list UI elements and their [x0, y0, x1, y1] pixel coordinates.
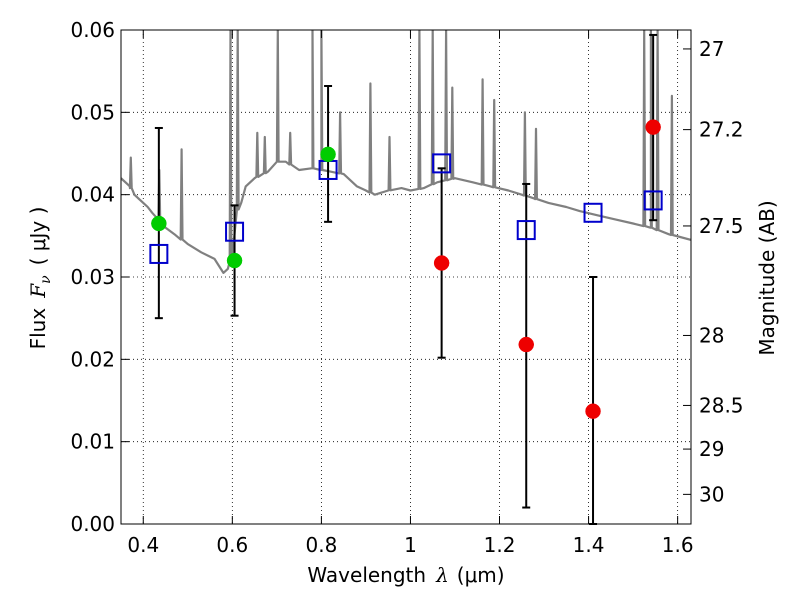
- spectrum-line: [121, 30, 691, 274]
- detection-marker: [151, 215, 167, 232]
- y-tick-label: 0.00: [70, 512, 115, 536]
- x-tick-label: 1.6: [662, 533, 694, 557]
- y-tick-label: 0.04: [70, 183, 115, 207]
- x-tick-label: 1.2: [484, 533, 516, 557]
- right-tick-label: 28.5: [699, 393, 744, 417]
- x-tick-label: 1: [404, 533, 417, 557]
- model-photometry-marker: [583, 202, 603, 223]
- x-tick-label: 1.4: [573, 533, 605, 557]
- y-axis-label-right: Magnitude (AB): [755, 200, 779, 355]
- right-tick-label: 30: [699, 482, 724, 506]
- right-tick-label: 28: [699, 323, 724, 347]
- nondetection-marker: [645, 119, 661, 135]
- right-tick-label: 27: [699, 37, 724, 61]
- model-photometry-marker: [225, 221, 245, 242]
- x-tick-label: 0.6: [216, 533, 248, 557]
- nondetection-marker: [518, 336, 534, 353]
- model-photometry-marker: [516, 220, 536, 241]
- y-axis-label-left: FluxFν( μJy ): [26, 207, 54, 350]
- y-tick-label: 0.05: [70, 100, 115, 124]
- y-tick-label: 0.02: [70, 347, 115, 371]
- x-tick-label: 0.8: [305, 533, 337, 557]
- data-markers: [149, 119, 663, 419]
- model-spectrum: [121, 30, 691, 274]
- y-tick-label: 0.03: [70, 265, 115, 289]
- axis-ticks: 0.4 0.6 0.8 1 1.2 1.4 1.6 0.00 0.01 0.02 0.03 0.04 0…: [70, 18, 743, 557]
- right-tick-label: 29: [699, 437, 724, 461]
- y-tick-label: 0.01: [70, 430, 115, 454]
- right-tick-label: 27.2: [699, 118, 744, 142]
- right-tick-label: 27.5: [699, 214, 744, 238]
- x-tick-label: 0.4: [127, 533, 159, 557]
- detection-marker: [226, 252, 243, 269]
- nondetection-marker: [585, 403, 601, 419]
- model-photometry-marker: [432, 153, 452, 174]
- model-photometry-marker: [643, 190, 663, 211]
- nondetection-marker: [433, 255, 450, 271]
- model-photometry-marker: [149, 243, 169, 264]
- x-axis-label: Wavelength λ (μm): [307, 563, 504, 587]
- detection-marker: [320, 146, 336, 163]
- y-tick-label: 0.06: [70, 18, 115, 42]
